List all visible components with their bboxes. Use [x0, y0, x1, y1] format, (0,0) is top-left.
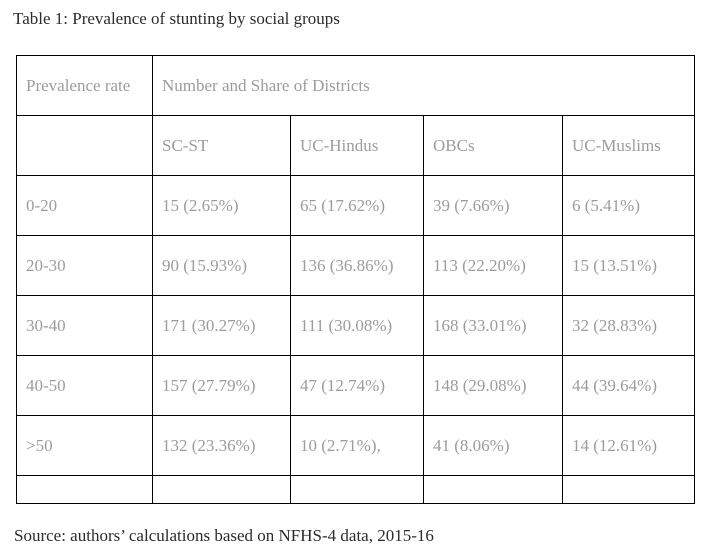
data-cell: 132 (23.36%)	[152, 415, 291, 476]
data-cell: 111 (30.08%)	[290, 295, 424, 356]
table-row-0-20: 0-20 15 (2.65%) 65 (17.62%) 39 (7.66%) 6…	[16, 175, 696, 236]
rate-cell: 30-40	[16, 295, 153, 356]
data-cell: 157 (27.79%)	[152, 355, 291, 416]
rate-cell: >50	[16, 415, 153, 476]
data-cell: 15 (2.65%)	[152, 175, 291, 236]
data-cell: 171 (30.27%)	[152, 295, 291, 356]
empty-cell	[16, 475, 153, 504]
header-cell-prevalence-rate: Prevalence rate	[16, 55, 153, 116]
empty-cell	[423, 475, 563, 504]
data-cell: 39 (7.66%)	[423, 175, 563, 236]
data-cell: 148 (29.08%)	[423, 355, 563, 416]
data-cell: 113 (22.20%)	[423, 235, 563, 296]
table-row-gt-50: >50 132 (23.36%) 10 (2.71%), 41 (8.06%) …	[16, 415, 696, 476]
stunting-prevalence-table: Prevalence rate Number and Share of Dist…	[16, 55, 696, 504]
data-cell: 168 (33.01%)	[423, 295, 563, 356]
header-cell-uc-hindus: UC-Hindus	[290, 115, 424, 176]
header-cell-sc-st: SC-ST	[152, 115, 291, 176]
data-cell: 47 (12.74%)	[290, 355, 424, 416]
data-cell: 65 (17.62%)	[290, 175, 424, 236]
header-cell-number-share-of-districts: Number and Share of Districts	[151, 55, 696, 116]
header-cell-blank	[16, 115, 153, 176]
empty-row	[16, 475, 696, 504]
empty-cell	[561, 475, 696, 504]
rate-cell: 20-30	[16, 235, 153, 296]
data-cell: 6 (5.41%)	[561, 175, 696, 236]
header-row-groups: SC-ST UC-Hindus OBCs UC-Muslims	[16, 115, 696, 176]
data-cell: 14 (12.61%)	[561, 415, 696, 476]
data-cell: 41 (8.06%)	[423, 415, 563, 476]
rate-cell: 40-50	[16, 355, 153, 416]
empty-cell	[152, 475, 291, 504]
data-cell: 10 (2.71%),	[290, 415, 424, 476]
rate-cell: 0-20	[16, 175, 153, 236]
page: Table 1: Prevalence of stunting by socia…	[13, 9, 696, 545]
header-row-group: Prevalence rate Number and Share of Dist…	[16, 55, 696, 116]
table-row-30-40: 30-40 171 (30.27%) 111 (30.08%) 168 (33.…	[16, 295, 696, 356]
data-cell: 32 (28.83%)	[561, 295, 696, 356]
data-cell: 136 (36.86%)	[290, 235, 424, 296]
empty-cell	[290, 475, 424, 504]
table-row-20-30: 20-30 90 (15.93%) 136 (36.86%) 113 (22.2…	[16, 235, 696, 296]
header-cell-obcs: OBCs	[423, 115, 563, 176]
data-cell: 90 (15.93%)	[152, 235, 291, 296]
table-row-40-50: 40-50 157 (27.79%) 47 (12.74%) 148 (29.0…	[16, 355, 696, 416]
source-note: Source: authors’ calculations based on N…	[14, 526, 434, 545]
data-cell: 15 (13.51%)	[561, 235, 696, 296]
header-cell-uc-muslims: UC-Muslims	[561, 115, 696, 176]
table-title: Table 1: Prevalence of stunting by socia…	[13, 9, 340, 28]
data-cell: 44 (39.64%)	[561, 355, 696, 416]
